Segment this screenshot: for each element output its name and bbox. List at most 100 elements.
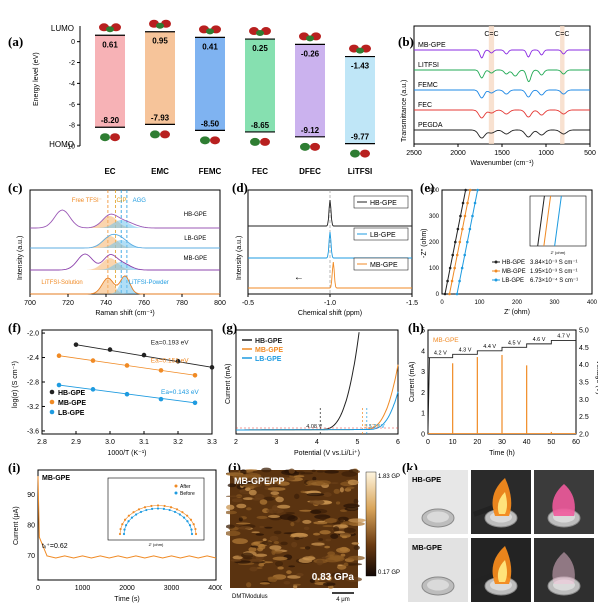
x-tick-label: 720 [62, 300, 74, 307]
eis-point [456, 227, 460, 231]
afm-grain [243, 557, 253, 560]
flame-core [497, 492, 507, 514]
lumo-orbital-lobe [256, 30, 264, 37]
afm-grain [312, 476, 317, 481]
y-tick-label: 0 [71, 39, 75, 46]
panel-k-flame-photos: HB-GPE MB-GPE [408, 470, 594, 602]
inset-eis-line [554, 195, 562, 247]
afm-grain [351, 542, 359, 545]
panel-a-energy-diagram: 0 -2 -4 -6 -8 -10 Energy level (eV) LUMO HOMO 0.6… [33, 19, 375, 174]
inset-legend-marker [174, 484, 178, 488]
data-point [90, 387, 96, 392]
plot-frame [37, 469, 217, 581]
y-tick-label: -4 [69, 81, 75, 88]
afm-grain [340, 521, 357, 525]
afm-grain [242, 497, 254, 501]
x-tick-label: 3.1 [139, 439, 149, 446]
afm-grain [312, 532, 321, 536]
lumo-orbital-lobe [206, 28, 214, 35]
lumo-value: -0.26 [301, 49, 320, 58]
afm-grain [245, 475, 262, 478]
trace-legend-box [353, 195, 409, 209]
afm-grain [311, 542, 325, 546]
y-tick-label: 90 [27, 492, 35, 499]
data-point [90, 358, 96, 363]
afm-grain [346, 486, 355, 490]
trace-label: FEC [418, 102, 432, 109]
lumo-orbital-lobe [306, 35, 314, 42]
raman-subpeak [85, 278, 131, 294]
raman-trace [30, 209, 220, 229]
afm-grain [259, 582, 270, 585]
afm-grain [256, 567, 263, 569]
flame-residual [552, 484, 575, 516]
y-tick-label: 300 [429, 214, 440, 220]
afm-grain [267, 514, 280, 518]
afm-grain [353, 498, 359, 504]
y-tick-label: -3.6 [27, 428, 39, 435]
data-point [158, 368, 164, 373]
y-axis-label: Intensity (a.u.) [17, 236, 24, 280]
lighter [472, 505, 494, 517]
afm-grain [232, 473, 249, 480]
data-point [56, 353, 62, 358]
homo-orbital-lobe [360, 149, 370, 158]
flame-residual [552, 552, 575, 584]
afm-grain [241, 552, 254, 559]
x-tick-label: 60 [572, 439, 580, 446]
afm-grain [279, 514, 296, 520]
eis-point [460, 266, 464, 270]
afm-grain [275, 560, 283, 567]
homo-orbital-lobe [300, 142, 310, 151]
trace-label: LITFSI [418, 62, 439, 69]
afm-grain [290, 521, 295, 527]
afm-grain [238, 525, 252, 530]
afm-grain [284, 469, 289, 474]
x-axis-label: Chemical shift (ppm) [298, 310, 362, 317]
afm-grain [343, 503, 360, 509]
raman-subpeak [98, 262, 144, 270]
afm-grain [348, 555, 365, 561]
trace-label-hb: HB-GPE [184, 212, 207, 218]
afm-grain [272, 556, 288, 561]
eis-point [458, 240, 462, 244]
eis-point [448, 266, 452, 270]
afm-grain [335, 501, 341, 505]
eis-point [461, 201, 465, 205]
row-label: HB-GPE [412, 475, 441, 484]
legend-name: MB-GPE [502, 269, 526, 275]
afm-grain [348, 468, 359, 473]
afm-grain [347, 479, 359, 486]
eis-point [473, 201, 477, 205]
raman-trace [30, 253, 220, 271]
afm-grain [316, 559, 324, 566]
molecule-energy-bar [195, 37, 225, 131]
homo-orbital-lobe [160, 130, 170, 139]
x-tick-label: 2000 [119, 585, 135, 592]
eis-point [446, 279, 449, 283]
eis-point [464, 188, 467, 192]
afm-grain [345, 562, 363, 566]
data-point [141, 352, 147, 358]
voltage-step-label: 4.5 V [508, 340, 521, 346]
agg-tag: AGG [133, 198, 147, 204]
y-tick-label-right: 4.5 [579, 345, 589, 352]
afm-grain [330, 533, 339, 539]
afm-grain [296, 572, 304, 577]
afm-grain [317, 520, 326, 523]
homo-value: -8.50 [201, 119, 220, 128]
panel-e-label: (e) [420, 180, 435, 195]
afm-grain [322, 492, 332, 497]
afm-grain [266, 508, 284, 514]
y-tick-label-right: 3.5 [579, 380, 589, 387]
afm-grain [302, 519, 312, 524]
x-axis-label: Wavenumber (cm⁻¹) [470, 160, 533, 167]
afm-grain [277, 504, 291, 509]
afm-grain [236, 503, 247, 509]
afm-grain [288, 468, 295, 474]
afm-grain [321, 556, 329, 559]
voltage-step-label: 4.7 V [557, 333, 570, 339]
afm-grain [261, 541, 273, 545]
homo-value: -8.20 [101, 116, 120, 125]
